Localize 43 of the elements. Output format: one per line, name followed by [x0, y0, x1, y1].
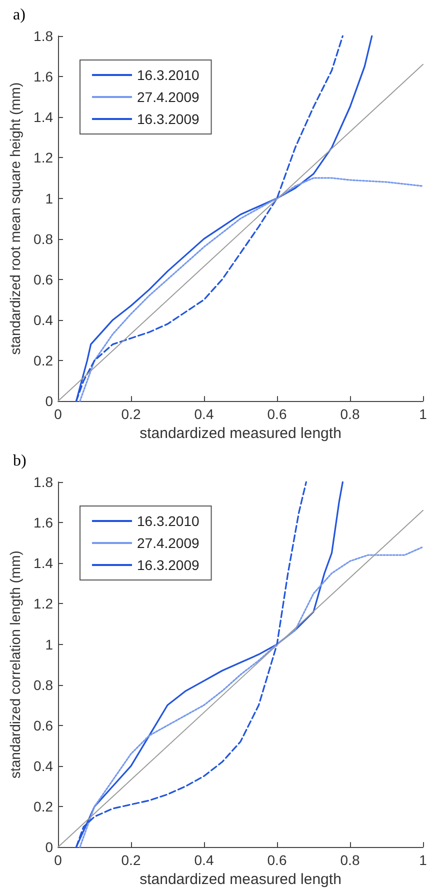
x-tick-label: 0.8 [340, 406, 360, 422]
y-tick-label: 1 [45, 190, 54, 206]
y-tick-label: 0.8 [34, 230, 54, 247]
x-tick-label: 0.6 [267, 852, 287, 868]
x-tick-label: 0.2 [121, 852, 141, 868]
legend-label: 16.3.2009 [137, 111, 200, 127]
chart-title: b) [13, 452, 26, 470]
y-tick-label: 1.4 [34, 109, 54, 126]
legend-label: 27.4.2009 [137, 89, 200, 105]
x-tick-label: 0.8 [340, 852, 360, 868]
x-tick-label: 0.4 [194, 406, 214, 422]
y-tick-label: 0.4 [34, 758, 54, 774]
y-tick-label: 1.4 [34, 555, 54, 572]
y-tick-label: 1.2 [34, 150, 54, 166]
x-tick-label: 1 [419, 852, 428, 868]
legend-label: 16.3.2010 [137, 67, 200, 83]
y-tick-label: 0.8 [34, 676, 54, 693]
legend-label: 27.4.2009 [137, 535, 200, 551]
chart-title: a) [13, 6, 26, 24]
y-tick-label: 0.4 [34, 312, 54, 328]
y-tick-label: 0.2 [34, 352, 54, 369]
legend-label: 16.3.2009 [137, 557, 200, 573]
x-tick-label: 0.6 [267, 406, 287, 422]
line-series [79, 177, 424, 402]
y-tick-label: 0.6 [34, 717, 54, 734]
x-axis-title: standardized measured length [140, 425, 342, 442]
y-tick-label: 1 [45, 636, 54, 652]
x-axis-title: standardized measured length [140, 871, 342, 888]
y-tick-label: 1.8 [34, 28, 54, 44]
y-axis-title: standardized root mean square height (mm) [7, 82, 23, 355]
y-tick-label: 1.6 [34, 68, 54, 85]
x-tick-label: 0.4 [194, 852, 214, 868]
y-tick-label: 0.6 [34, 271, 54, 288]
x-tick-label: 0.2 [121, 406, 141, 422]
y-tick-label: 0.2 [34, 798, 54, 815]
y-axis-title: standardized correlation length (mm) [7, 550, 23, 779]
y-tick-label: 1.2 [34, 596, 54, 612]
legend-label: 16.3.2010 [137, 513, 200, 529]
y-tick-label: 0 [45, 393, 54, 410]
x-tick-label: 1 [419, 406, 428, 422]
y-tick-label: 1.6 [34, 514, 54, 531]
y-tick-label: 0 [45, 839, 54, 856]
y-tick-label: 1.8 [34, 474, 54, 490]
